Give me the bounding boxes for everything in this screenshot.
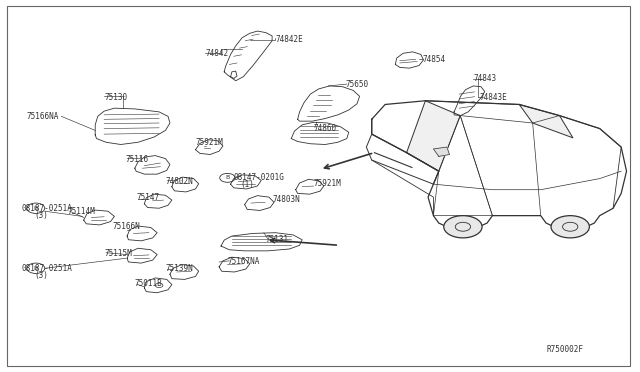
Text: 75147: 75147 bbox=[137, 193, 160, 202]
Text: 74854: 74854 bbox=[422, 55, 445, 64]
Polygon shape bbox=[519, 105, 573, 138]
Text: 08187-0251A: 08187-0251A bbox=[21, 204, 72, 213]
Text: 75921M: 75921M bbox=[314, 179, 341, 187]
Text: B: B bbox=[34, 266, 38, 271]
Polygon shape bbox=[433, 147, 449, 156]
Text: 74802N: 74802N bbox=[166, 177, 193, 186]
Text: 75166NA: 75166NA bbox=[26, 112, 59, 121]
Text: R750002F: R750002F bbox=[547, 345, 584, 354]
Text: 08187-0251A: 08187-0251A bbox=[21, 264, 72, 273]
Text: 75011B: 75011B bbox=[135, 279, 163, 288]
Polygon shape bbox=[406, 101, 460, 171]
Text: 75650: 75650 bbox=[346, 80, 369, 89]
Text: 75116: 75116 bbox=[125, 155, 148, 164]
Text: (3): (3) bbox=[34, 271, 48, 280]
Text: 75114M: 75114M bbox=[68, 207, 95, 216]
Text: 75115M: 75115M bbox=[104, 249, 132, 258]
Circle shape bbox=[444, 216, 482, 238]
Circle shape bbox=[551, 216, 589, 238]
Text: 74803N: 74803N bbox=[272, 195, 300, 204]
Text: (3): (3) bbox=[34, 211, 48, 220]
Text: 08147-0201G: 08147-0201G bbox=[234, 173, 285, 182]
Text: 74843E: 74843E bbox=[479, 93, 508, 102]
Text: 74842E: 74842E bbox=[275, 35, 303, 44]
Text: 75139N: 75139N bbox=[166, 264, 193, 273]
Text: 75167NA: 75167NA bbox=[227, 257, 260, 266]
Text: 74860: 74860 bbox=[314, 124, 337, 133]
Text: (1): (1) bbox=[240, 180, 254, 189]
Text: 75130: 75130 bbox=[104, 93, 127, 102]
Text: 74843: 74843 bbox=[473, 74, 497, 83]
Text: 75166N: 75166N bbox=[113, 222, 140, 231]
Text: 74842: 74842 bbox=[205, 49, 228, 58]
Text: 75921M: 75921M bbox=[195, 138, 223, 147]
Text: B: B bbox=[225, 175, 230, 180]
Text: B: B bbox=[34, 206, 38, 211]
Text: 75131: 75131 bbox=[266, 235, 289, 244]
